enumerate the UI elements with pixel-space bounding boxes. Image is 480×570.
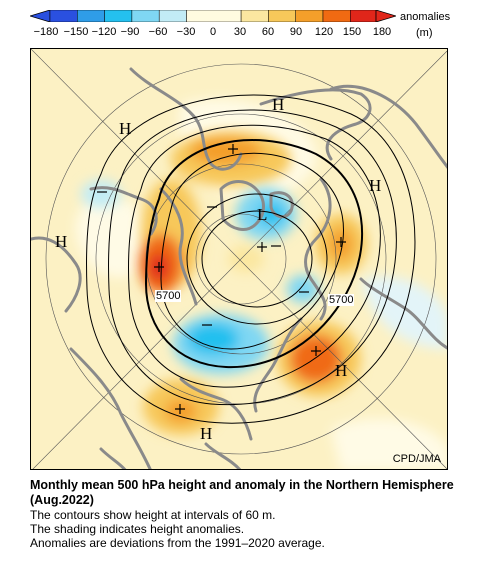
colorbar-seg-1 [49, 10, 78, 22]
height-contour [160, 152, 344, 350]
coastlines [31, 67, 447, 469]
height-contour [201, 210, 313, 308]
colorbar-seg-11 [350, 10, 377, 22]
colorbar-tick: −60 [148, 26, 168, 38]
colorbar-seg-6 [186, 10, 242, 22]
high-label: H [335, 361, 347, 380]
colorbar-tick: −120 [91, 26, 117, 38]
colorbar-arrow-right [375, 10, 396, 22]
negative-anomaly [81, 180, 121, 208]
colorbar-tick: 90 [289, 26, 303, 38]
colorbar-tick-labels: −180 −150 −120 −90 −60 −30 0 30 60 90 12… [0, 26, 480, 40]
positive-anomaly [228, 245, 264, 273]
credit-label: CPD/JMA [392, 453, 441, 465]
caption-line: Anomalies are deviations from the 1991–2… [30, 536, 325, 550]
colorbar-tick: −180 [33, 26, 59, 38]
negative-anomaly [187, 323, 239, 355]
coastline [89, 186, 158, 236]
coastline [304, 177, 332, 321]
colorbar-seg-9 [295, 10, 324, 22]
neutral-region [331, 418, 447, 469]
coastline [204, 442, 242, 469]
coastline [99, 447, 127, 469]
positive-anomaly [165, 399, 197, 423]
plus-marker [228, 144, 238, 154]
height-contour [144, 139, 364, 369]
coastline [253, 317, 303, 413]
colorbar-tick: 30 [233, 26, 247, 38]
coastline [269, 191, 294, 219]
colorbar-tick: 120 [314, 26, 334, 38]
caption-line: The contours show height at intervals of… [30, 508, 276, 522]
colorbar-tick: 180 [372, 26, 392, 38]
caption-line: The shading indicates height anomalies. [30, 522, 245, 536]
colorbar-tick: −30 [176, 26, 196, 38]
colorbar-seg-5 [158, 10, 187, 22]
contour-label: 5700 [155, 290, 182, 302]
high-label: H [272, 95, 284, 114]
contour-label: 5700 [328, 294, 355, 306]
colorbar-tick: 60 [261, 26, 275, 38]
plus-marker [311, 346, 321, 356]
polar-map: H H H H H H L 5700 5700 CPD/JMA [30, 48, 448, 470]
plus-marker [175, 404, 185, 414]
anomaly-markers [97, 144, 346, 414]
height-contours [86, 94, 416, 424]
coastline [219, 180, 265, 231]
high-label: H [119, 119, 131, 138]
caption-title: Monthly mean 500 hPa height and anomaly … [30, 478, 454, 507]
colorbar-tick: −150 [63, 26, 89, 38]
plus-marker [257, 242, 267, 252]
neutral-region [75, 197, 153, 278]
colorbar-tick: −90 [120, 26, 140, 38]
colorbar-seg-2 [77, 10, 105, 22]
negative-anomaly-areas [81, 180, 319, 374]
meridian-line [32, 50, 447, 469]
colorbar-title: anomalies [400, 11, 451, 23]
colorbar-tick: 150 [342, 26, 362, 38]
plus-marker [154, 262, 164, 272]
high-label: H [369, 176, 381, 195]
polar-map-canvas: H H H H H H L [31, 49, 447, 469]
coastline [69, 347, 152, 469]
colorbar-arrow-left [30, 10, 51, 22]
height-contour [186, 193, 328, 325]
colorbar-seg-10 [322, 10, 351, 22]
colorbar-seg-3 [104, 10, 133, 22]
colorbar-seg-7 [240, 10, 269, 22]
coastline [129, 67, 243, 171]
high-label: H [200, 424, 212, 443]
high-label: H [55, 232, 67, 251]
caption: Monthly mean 500 hPa height and anomaly … [30, 478, 470, 550]
colorbar-tick: 0 [209, 26, 217, 38]
coastline [31, 236, 82, 313]
colorbar-seg-8 [268, 10, 296, 22]
negative-anomaly [287, 275, 319, 303]
coastline [259, 88, 372, 161]
low-label: L [257, 205, 267, 224]
height-contour [108, 109, 397, 406]
positive-anomaly-areas [139, 131, 367, 435]
height-contour [128, 124, 381, 388]
colorbar [30, 10, 396, 22]
plus-marker [336, 237, 346, 247]
colorbar-unit: (m) [416, 27, 433, 39]
height-contour [86, 94, 416, 424]
colorbar-seg-4 [131, 10, 160, 22]
latitude-circle [45, 63, 437, 455]
coastline [359, 277, 447, 350]
latitude-circle [195, 213, 287, 305]
coastline [329, 84, 447, 169]
